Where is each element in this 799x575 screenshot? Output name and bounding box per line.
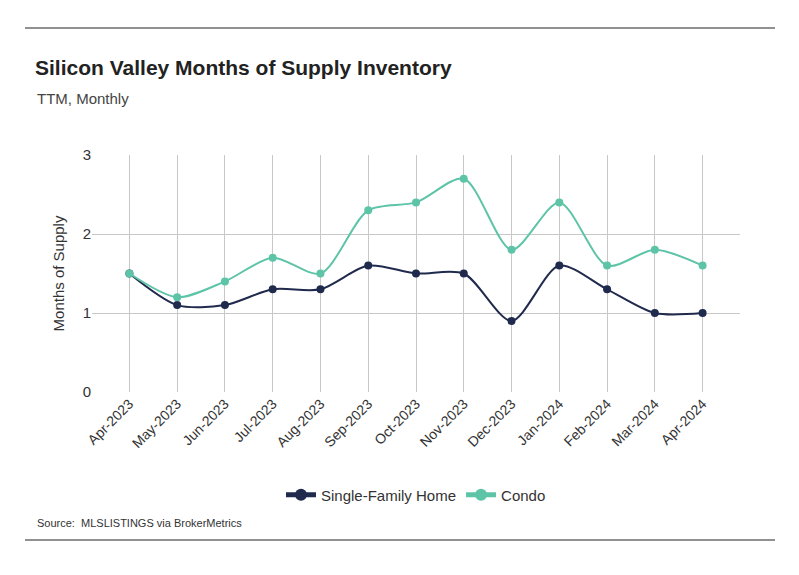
svg-text:2: 2 [83, 225, 91, 242]
svg-text:Condo: Condo [501, 487, 545, 504]
svg-text:Jul-2023: Jul-2023 [230, 396, 279, 445]
svg-text:Dec-2023: Dec-2023 [464, 396, 518, 450]
svg-text:Oct-2023: Oct-2023 [371, 396, 423, 448]
svg-text:Months of Supply: Months of Supply [50, 215, 67, 331]
svg-text:TTM, Monthly: TTM, Monthly [37, 90, 129, 107]
svg-text:Mar-2024: Mar-2024 [608, 396, 662, 450]
svg-text:0: 0 [83, 383, 91, 400]
svg-text:Jan-2024: Jan-2024 [514, 396, 567, 449]
svg-text:Nov-2023: Nov-2023 [417, 396, 471, 450]
svg-text:Source: MLSLISTINGS via Broke: Source: MLSLISTINGS via BrokerMetrics [37, 517, 242, 529]
svg-text:Feb-2024: Feb-2024 [560, 396, 614, 450]
svg-text:Jun-2023: Jun-2023 [179, 396, 232, 449]
svg-text:Aug-2023: Aug-2023 [273, 396, 327, 450]
svg-text:Single-Family Home: Single-Family Home [321, 487, 456, 504]
svg-text:3: 3 [83, 146, 91, 163]
svg-text:Apr-2024: Apr-2024 [658, 396, 710, 448]
svg-text:Silicon Valley Months of Suppl: Silicon Valley Months of Supply Inventor… [35, 56, 452, 79]
svg-text:1: 1 [83, 304, 91, 321]
svg-text:Apr-2023: Apr-2023 [84, 396, 136, 448]
svg-text:Sep-2023: Sep-2023 [321, 396, 375, 450]
svg-text:May-2023: May-2023 [129, 396, 184, 451]
